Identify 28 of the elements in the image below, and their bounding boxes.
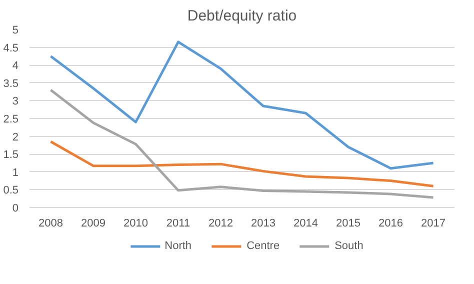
line-series [50, 40, 434, 170]
x-tick-label: 2008 [38, 218, 63, 230]
y-tick-label: 4 [12, 60, 19, 72]
y-tick-label: 5 [12, 24, 19, 36]
line-series [50, 140, 434, 188]
x-tick-label: 2010 [124, 218, 148, 230]
y-tick-label: 4.5 [3, 42, 19, 54]
y-tick-label: 1.5 [3, 149, 19, 162]
x-tick-label: 2012 [208, 218, 233, 230]
y-tick-label: 0.5 [3, 184, 19, 197]
x-tick-label: 2017 [421, 218, 446, 230]
legend-label: North [164, 240, 192, 252]
x-tick-label: 2014 [294, 218, 318, 230]
x-tick-label: 2013 [251, 218, 276, 230]
x-tick-label: 2009 [81, 218, 106, 230]
chart-title: Debt/equity ratio [187, 8, 297, 24]
legend-label: South [334, 240, 364, 252]
y-tick-label: 1 [12, 166, 19, 179]
line-series [50, 88, 434, 199]
y-tick-label: 2 [12, 131, 19, 144]
x-tick-label: 2015 [336, 218, 360, 230]
x-tick-label: 2011 [166, 218, 190, 230]
legend-label: Centre [246, 240, 280, 252]
x-tick-label: 2016 [378, 218, 403, 230]
y-tick-label: 2.5 [3, 114, 19, 126]
y-tick-label: 3 [12, 96, 19, 108]
y-tick-label: 3.5 [3, 78, 19, 90]
y-tick-label: 0 [12, 202, 19, 214]
